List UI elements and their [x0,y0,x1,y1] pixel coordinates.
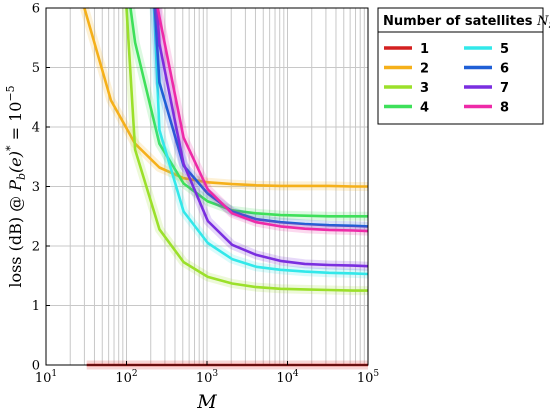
series-line-8 [156,7,369,233]
y-axis-label: loss (dB) @ Pb(e)* = 10−5 [4,85,28,287]
series-line-7 [155,7,369,268]
y-tick-label: 5 [32,61,40,76]
legend-label-6: 6 [500,62,509,77]
legend-label-1: 1 [420,42,429,57]
legend-title-symbol: N [536,14,549,29]
legend-label-3: 3 [420,81,429,96]
legend-label-8: 8 [500,101,509,116]
series-line-5 [152,7,369,276]
ylabel-p: P [6,180,25,192]
legend-title: Number of satellites NS [383,14,550,31]
ylabel-exp: −5 [4,85,17,101]
ylabel-p-sub: b [15,173,28,180]
legend-label-7: 7 [500,81,509,96]
y-tick-label: 3 [32,180,40,195]
y-tick-label: 1 [32,299,40,314]
ylabel-prefix: loss (dB) @ [6,191,25,288]
legend: Number of satellites NS 1 2 3 4 5 6 7 8 [377,7,550,125]
y-tick-label: 6 [32,2,40,17]
x-tick-label: 104 [276,369,299,386]
series-line-3 [125,7,368,292]
y-tick-label: 0 [32,359,40,374]
x-tick-label: 105 [357,369,380,386]
x-tick-label: 102 [115,369,137,386]
legend-label-5: 5 [500,42,509,57]
legend-label-2: 2 [420,62,429,77]
x-axis-label: M [196,391,217,412]
series-line-4 [129,7,368,218]
x-tick-label: 103 [196,369,219,386]
legend-title-main: Number of satellites [383,14,533,29]
legend-items: 1 2 3 4 5 6 7 8 [384,42,509,116]
axis-ticks: 0 1 2 3 4 5 6 101 102 103 104 105 [32,2,380,387]
x-tick-label: 101 [35,369,57,386]
legend-label-4: 4 [420,101,429,116]
ylabel-eq: = 10 [6,102,25,146]
y-tick-label: 4 [32,121,40,136]
series-line-6 [153,7,369,228]
y-tick-label: 2 [32,240,40,255]
legend-title-sub: S [548,20,550,31]
ylabel-arg: (e) [6,151,25,173]
ylabel-star: * [4,145,17,151]
